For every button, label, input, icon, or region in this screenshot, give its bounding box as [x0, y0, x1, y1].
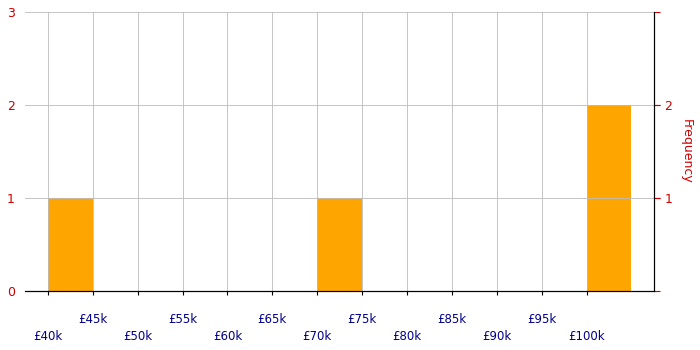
- Bar: [48, 198, 92, 291]
- Text: £90k: £90k: [482, 330, 512, 343]
- Text: £55k: £55k: [168, 313, 197, 327]
- Y-axis label: Frequency: Frequency: [680, 119, 693, 184]
- Text: £50k: £50k: [123, 330, 152, 343]
- Text: £70k: £70k: [302, 330, 332, 343]
- Text: £80k: £80k: [393, 330, 421, 343]
- Bar: [317, 198, 362, 291]
- Text: £45k: £45k: [78, 313, 107, 327]
- Text: £60k: £60k: [213, 330, 242, 343]
- Text: £40k: £40k: [33, 330, 62, 343]
- Text: £100k: £100k: [568, 330, 605, 343]
- Bar: [587, 105, 631, 291]
- Text: £85k: £85k: [438, 313, 466, 327]
- Text: £65k: £65k: [258, 313, 287, 327]
- Text: £75k: £75k: [347, 313, 377, 327]
- Text: £95k: £95k: [527, 313, 556, 327]
